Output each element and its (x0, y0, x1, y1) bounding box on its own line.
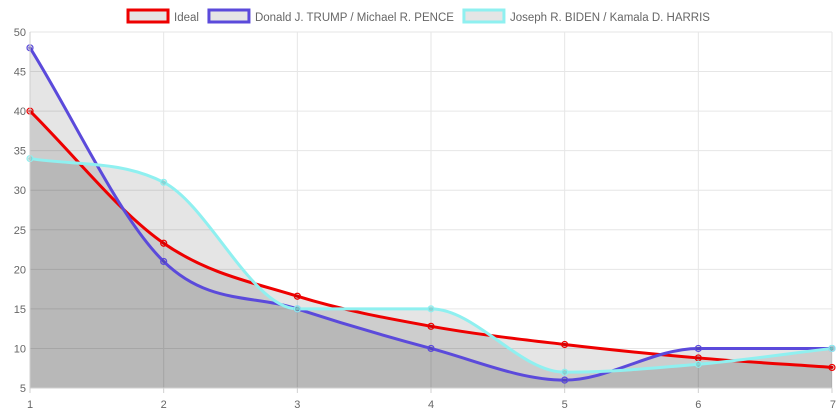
legend-label: Donald J. TRUMP / Michael R. PENCE (255, 12, 454, 24)
series-line-1 (28, 109, 834, 369)
legend-label: Joseph R. BIDEN / Kamala D. HARRIS (510, 12, 710, 24)
data-point[interactable] (427, 322, 435, 330)
data-point[interactable] (160, 239, 168, 247)
x-tick-label: 7 (830, 399, 836, 411)
y-tick-label: 25 (14, 225, 26, 237)
legend-item-2[interactable]: Donald J. TRUMP / Michael R. PENCE (207, 8, 454, 24)
y-tick-label: 50 (14, 27, 26, 39)
x-tick-label: 6 (695, 399, 701, 411)
series-line-2 (28, 46, 834, 382)
x-tick-label: 4 (428, 399, 434, 411)
y-tick-label: 40 (14, 106, 26, 118)
series-lines (28, 46, 834, 382)
data-point[interactable] (293, 292, 301, 300)
legend-item-1[interactable]: Ideal (126, 8, 199, 24)
series-area-3 (30, 158, 832, 388)
legend-swatch (462, 8, 506, 24)
y-tick-label: 10 (14, 343, 26, 355)
x-tick-label: 5 (562, 399, 568, 411)
legend-swatch (207, 8, 251, 24)
data-point[interactable] (694, 344, 702, 353)
x-tick-label: 3 (294, 399, 300, 411)
legend-label: Ideal (174, 12, 199, 24)
data-point[interactable] (293, 305, 301, 313)
data-point[interactable] (160, 257, 168, 266)
y-tick-label: 30 (14, 185, 26, 197)
data-point[interactable] (561, 368, 569, 376)
data-point[interactable] (561, 340, 569, 349)
y-tick-label: 35 (14, 146, 26, 158)
data-point[interactable] (561, 376, 569, 384)
x-tick-label: 2 (161, 399, 167, 411)
data-points (26, 44, 836, 384)
legend-item-3[interactable]: Joseph R. BIDEN / Kamala D. HARRIS (462, 8, 710, 24)
series-area-1 (30, 111, 832, 389)
data-point[interactable] (828, 363, 836, 372)
series-area-2 (30, 47, 832, 388)
data-point[interactable] (694, 354, 702, 362)
y-tick-label: 5 (20, 383, 26, 395)
y-tick-label: 20 (14, 264, 26, 276)
data-point[interactable] (828, 344, 836, 353)
data-point[interactable] (427, 344, 435, 353)
data-point[interactable] (694, 360, 702, 368)
x-axis: 1 2 3 4 5 6 7 (27, 387, 836, 411)
area-fills (30, 47, 832, 389)
y-tick-label: 45 (14, 67, 26, 79)
y-axis: 5 10 15 20 25 30 35 40 45 50 (14, 27, 31, 395)
legend: Ideal Donald J. TRUMP / Michael R. PENCE J… (126, 8, 710, 24)
series-line-3 (28, 157, 834, 374)
data-point[interactable] (427, 305, 435, 313)
x-tick-label: 1 (27, 399, 33, 411)
y-tick-label: 15 (14, 304, 26, 316)
legend-swatch (126, 8, 170, 24)
data-point[interactable] (160, 178, 168, 186)
